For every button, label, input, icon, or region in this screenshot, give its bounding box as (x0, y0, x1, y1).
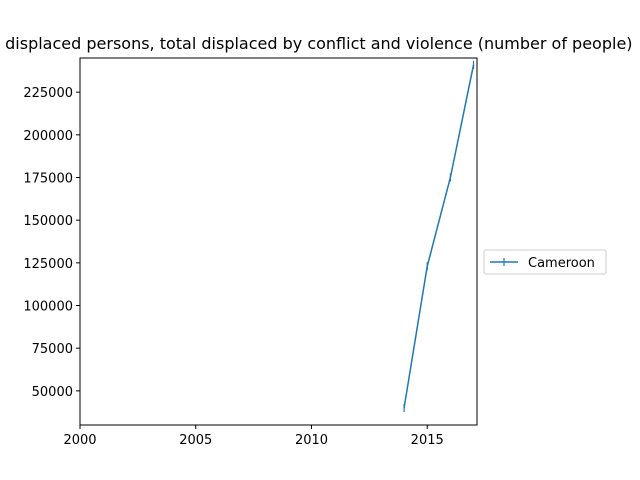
plot-area (79, 57, 478, 426)
series-layer (403, 60, 475, 412)
y-tick-label: 125000 (23, 257, 73, 272)
chart-title: Internally displaced persons, total disp… (0, 34, 633, 53)
y-tick-label: 200000 (23, 129, 73, 144)
x-tick-label: 2015 (411, 433, 444, 448)
y-tick-label: 225000 (23, 86, 73, 101)
y-axis: 50000 75000 100000 125000 150000 175000 200000… (23, 86, 80, 400)
y-tick-label: 75000 (32, 342, 73, 357)
x-tick-label: 2000 (63, 433, 96, 448)
y-tick-label: 100000 (23, 300, 73, 315)
y-tick-label: 50000 (32, 385, 73, 400)
y-tick-label: 175000 (23, 171, 73, 186)
legend: Cameroon (483, 249, 607, 275)
legend-label: Cameroon (528, 256, 595, 271)
x-axis: 2000 2005 2010 2015 (63, 425, 444, 448)
x-tick-label: 2010 (295, 433, 328, 448)
series-line-cameroon (403, 64, 475, 409)
legend-box (483, 249, 607, 275)
y-tick-label: 150000 (23, 214, 73, 229)
x-tick-label: 2005 (179, 433, 212, 448)
